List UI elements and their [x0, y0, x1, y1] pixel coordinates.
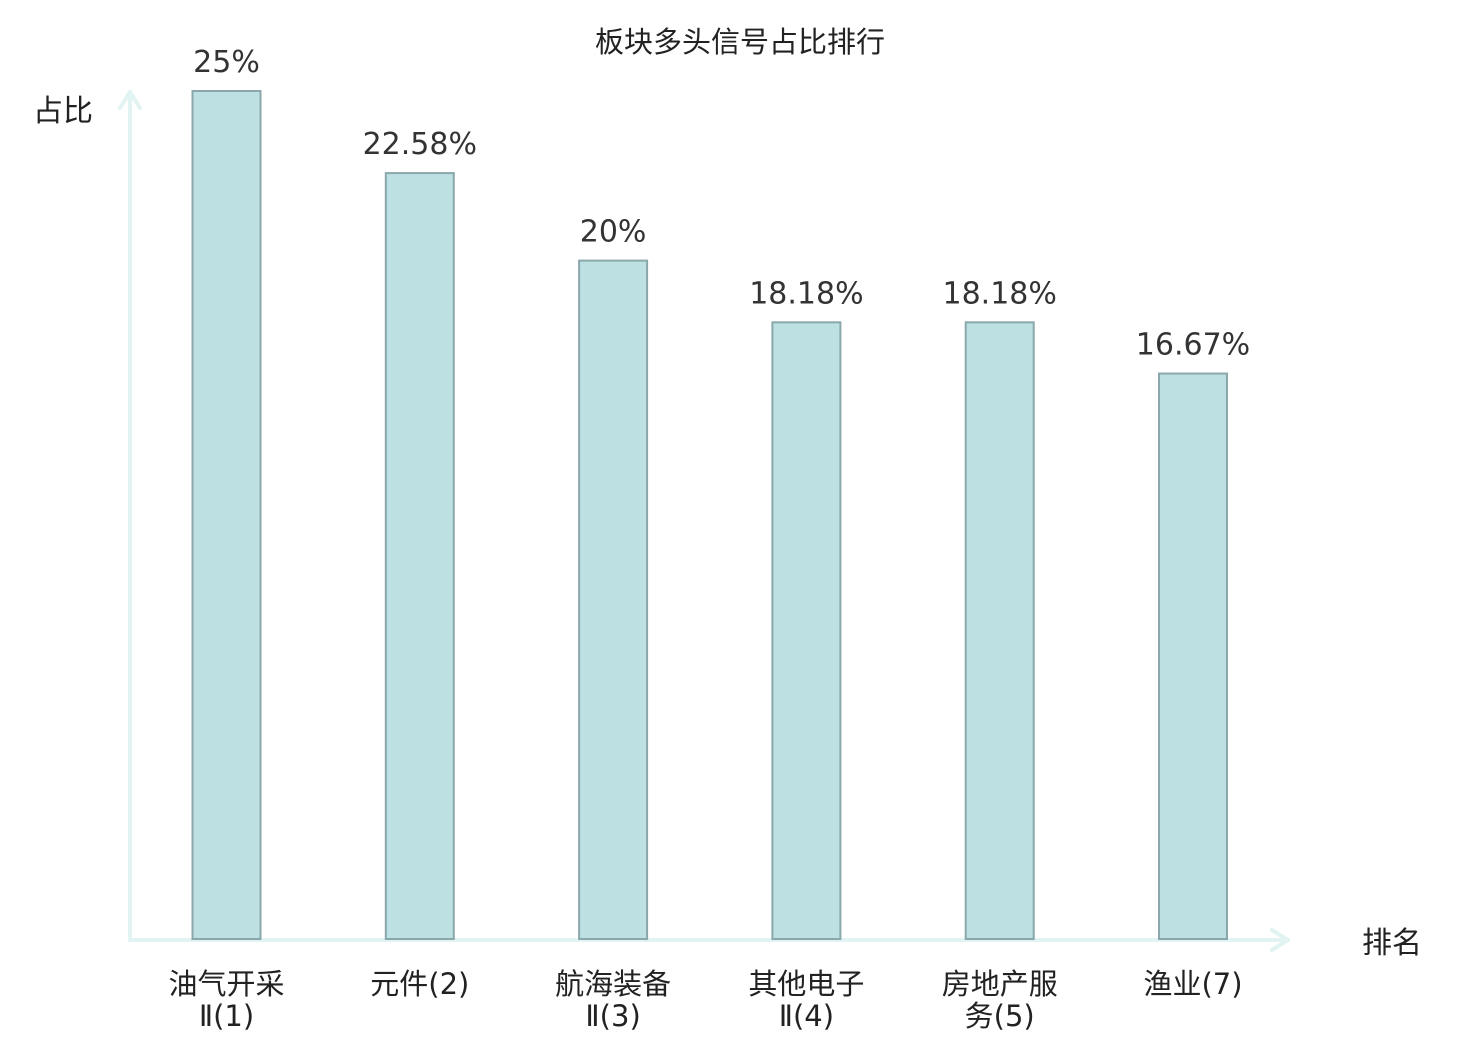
bar-5	[964, 321, 1035, 940]
category-label-3-line-2: Ⅱ(3)	[585, 999, 640, 1033]
value-label-3: 20%	[580, 215, 647, 250]
bar-6	[1158, 372, 1228, 940]
y-axis	[118, 90, 142, 942]
category-label-5-line-2: 务(5)	[965, 999, 1035, 1033]
chart-title: 板块多头信号占比排行	[595, 25, 885, 59]
x-axis-title: 排名	[1362, 926, 1422, 961]
value-label-2: 22.58%	[363, 127, 477, 162]
category-label-3-line-1: 航海装备	[555, 967, 671, 1001]
category-label-4-line-2: Ⅱ(4)	[779, 999, 834, 1033]
bar-1	[191, 90, 262, 940]
value-label-5: 18.18%	[943, 276, 1057, 311]
bar-3	[578, 259, 649, 941]
category-label-2: 元件(2)	[370, 967, 469, 1001]
bars-group	[191, 90, 1228, 941]
x-axis	[128, 928, 1290, 952]
value-label-1: 25%	[193, 45, 260, 80]
category-label-1-line-2: Ⅱ(1)	[199, 999, 254, 1033]
value-label-4: 18.18%	[749, 276, 863, 311]
y-axis-title: 占比	[33, 94, 93, 129]
bar-4	[771, 321, 842, 940]
value-label-6: 16.67%	[1136, 328, 1250, 363]
category-label-6: 渔业(7)	[1143, 967, 1242, 1001]
bar-2	[384, 172, 455, 940]
value-labels-group: 25% 22.58% 20% 18.18% 18.18% 16.67%	[193, 45, 1250, 363]
category-label-1-line-1: 油气开采	[168, 967, 284, 1001]
category-label-4-line-1: 其他电子	[748, 967, 864, 1001]
category-label-5-line-1: 房地产服	[942, 967, 1058, 1001]
